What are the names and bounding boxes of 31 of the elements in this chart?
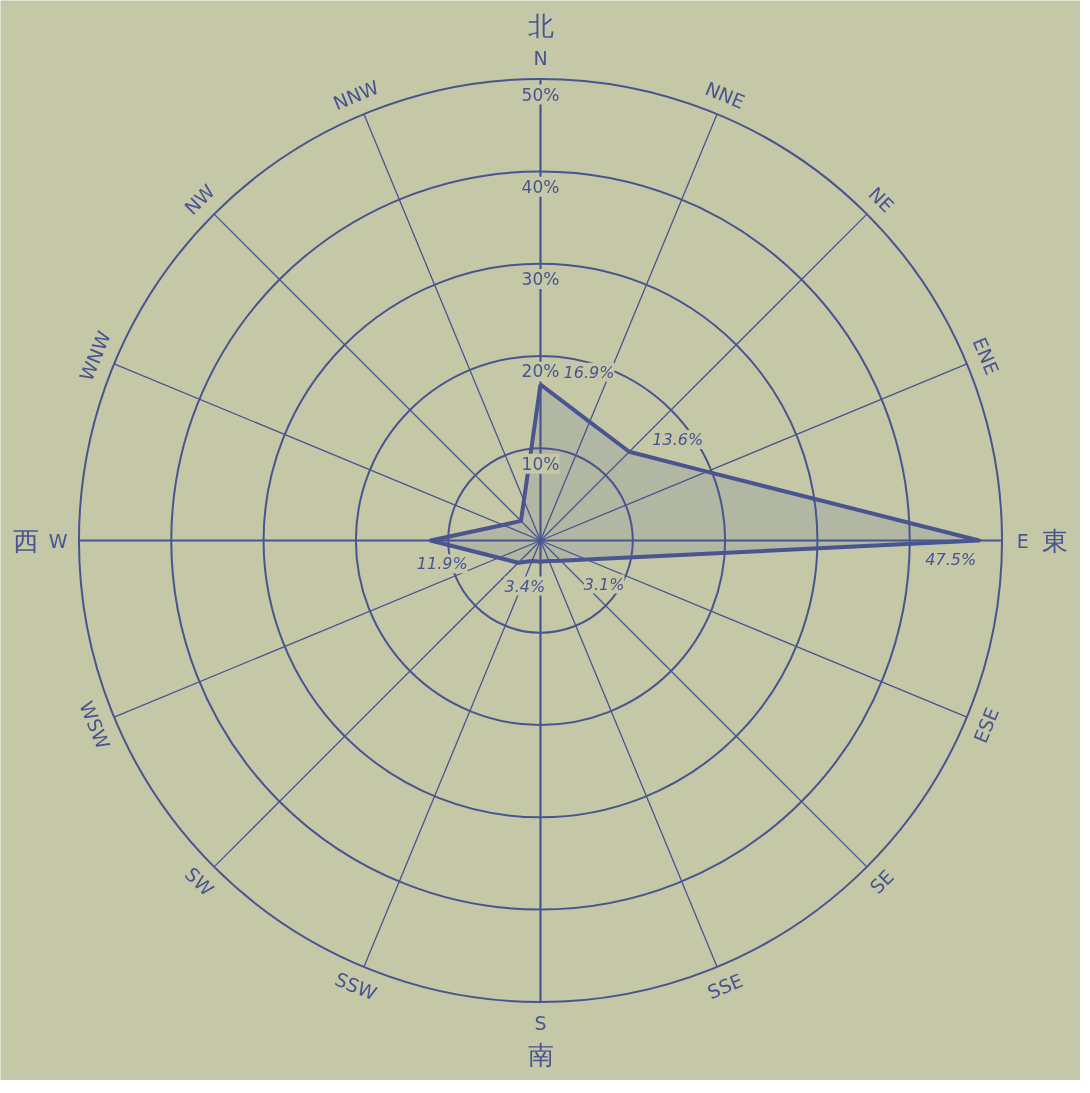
spoke-label: W bbox=[48, 529, 68, 552]
spoke-label: E bbox=[1016, 529, 1029, 552]
data-label: 47.5% bbox=[925, 549, 977, 569]
text: 東 bbox=[1042, 525, 1069, 556]
y-tick-label: 40% bbox=[521, 176, 560, 197]
spoke-label: SSW bbox=[331, 967, 381, 1005]
spoke-label: SSE bbox=[704, 969, 746, 1004]
spoke-label: NNW bbox=[329, 75, 383, 115]
text: 西 bbox=[12, 525, 39, 556]
data-label: 11.9% bbox=[416, 554, 468, 574]
y-tick-label: 30% bbox=[521, 269, 560, 290]
spoke-label: ENE bbox=[968, 334, 1004, 378]
spoke-label: NE bbox=[864, 182, 899, 217]
data-label: 16.9% bbox=[563, 362, 615, 382]
spoke-label: NNE bbox=[702, 77, 748, 113]
data-label: 3.1% bbox=[583, 574, 625, 594]
text: 南 bbox=[527, 1040, 554, 1071]
text: 北 bbox=[527, 10, 554, 41]
spoke-label: WSW bbox=[75, 697, 115, 753]
y-tick-label: 10% bbox=[521, 453, 560, 474]
spoke-label: SE bbox=[865, 865, 898, 898]
spoke-label: S bbox=[534, 1011, 547, 1034]
spoke-label: WNW bbox=[74, 327, 116, 385]
y-tick-label: 20% bbox=[521, 361, 560, 382]
y-tick-label: 50% bbox=[521, 84, 560, 105]
spoke-label: ESE bbox=[969, 704, 1004, 746]
spoke-label: N bbox=[533, 47, 548, 70]
data-label: 3.4% bbox=[504, 576, 546, 596]
spoke-label: SW bbox=[180, 862, 219, 901]
data-label: 13.6% bbox=[652, 429, 704, 449]
spoke-label: NW bbox=[180, 179, 220, 219]
